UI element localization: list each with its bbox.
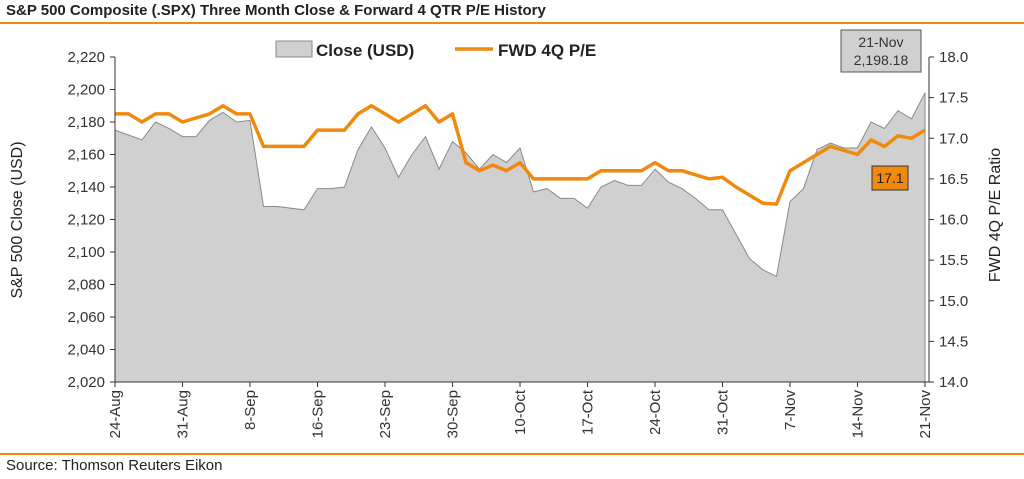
right-y-tick-label: 14.5 [939,333,968,350]
left-y-tick-label: 2,140 [67,179,105,196]
left-y-axis-ticks: 2,020 2,040 2,060 2,080 2,100 2,120 2,140 2,160… [67,49,115,391]
x-tick-label: 14-Nov [850,390,867,439]
left-y-tick-label: 2,080 [67,277,105,294]
legend-close-swatch [275,40,313,58]
right-y-tick-label: 16.0 [939,212,968,229]
legend-close-label: Close (USD) [316,41,414,60]
left-y-tick-label: 2,180 [67,114,105,131]
last-close-value: 2,198.18 [854,52,909,68]
x-tick-label: 8-Sep [242,390,259,430]
right-y-axis-ticks: 14.0 14.5 15.0 15.5 16.0 16.5 17.0 17.5 18.0 [929,49,968,391]
last-pe-annotation: 17.1 [871,165,909,191]
right-y-tick-label: 16.5 [939,171,968,188]
x-tick-label: 17-Oct [580,389,597,435]
left-y-axis-label: S&P 500 Close (USD) [9,141,26,298]
chart-title: S&P 500 Composite (.SPX) Three Month Clo… [6,2,546,19]
last-close-date: 21-Nov [858,34,903,50]
source-note: Source: Thomson Reuters Eikon [6,457,223,474]
legend-pe-label: FWD 4Q P/E [498,41,596,60]
top-rule [0,22,1024,24]
x-tick-label: 16-Sep [310,390,327,438]
x-tick-label: 30-Sep [445,390,462,438]
left-y-tick-label: 2,040 [67,342,105,359]
x-tick-label: 24-Aug [107,390,124,438]
bottom-rule [0,453,1024,455]
right-y-tick-label: 15.0 [939,293,968,310]
left-y-tick-label: 2,100 [67,244,105,261]
right-y-tick-label: 17.5 [939,90,968,107]
x-tick-label: 21-Nov [917,390,934,439]
left-y-tick-label: 2,060 [67,309,105,326]
left-y-tick-label: 2,160 [67,147,105,164]
x-axis-ticks: 24-Aug 31-Aug 8-Sep 16-Sep 23-Sep 30-Sep 10-Oc… [107,382,934,438]
right-y-tick-label: 15.5 [939,252,968,269]
x-tick-label: 7-Nov [782,390,799,431]
x-tick-label: 23-Sep [377,390,394,438]
left-y-tick-label: 2,120 [67,212,105,229]
last-pe-value: 17.1 [876,170,903,186]
legend: Close (USD) FWD 4Q P/E [275,40,596,60]
close-area-series [114,92,926,383]
x-tick-label: 10-Oct [512,389,529,435]
right-y-tick-label: 18.0 [939,49,968,66]
left-y-tick-label: 2,220 [67,49,105,66]
x-tick-label: 31-Aug [175,390,192,438]
last-close-annotation: 21-Nov 2,198.18 [840,29,922,73]
right-y-tick-label: 17.0 [939,130,968,147]
pe-line-series [115,104,926,206]
left-y-tick-label: 2,020 [67,374,105,391]
right-y-axis-label: FWD 4Q P/E Ratio [987,148,1004,282]
right-y-tick-label: 14.0 [939,374,968,391]
x-tick-label: 24-Oct [647,389,664,435]
left-y-tick-label: 2,200 [67,82,105,99]
x-tick-label: 31-Oct [715,389,732,435]
